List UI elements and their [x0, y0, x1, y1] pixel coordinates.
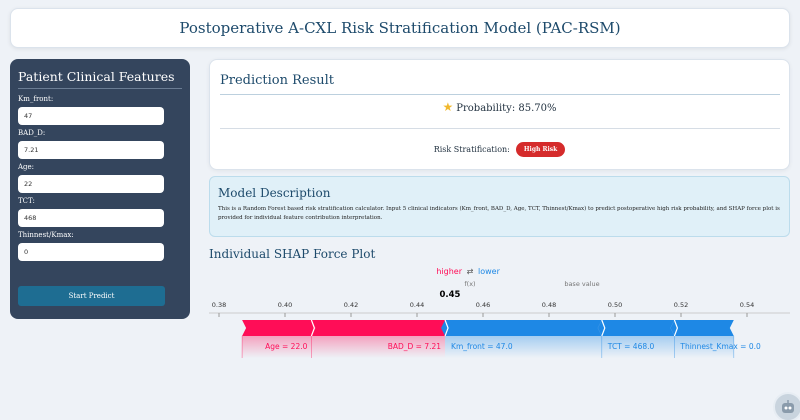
shap-feature-label: Age = 22.0: [265, 342, 307, 351]
tick-label: 0.44: [410, 301, 424, 309]
direction-arrows: ⇄: [467, 267, 474, 276]
shap-negative-fade: [674, 336, 734, 358]
shap-positive-fade: [242, 336, 312, 358]
start-predict-button[interactable]: Start Predict: [18, 286, 165, 306]
probability-text: Probability: 85.70%: [456, 103, 557, 114]
axis-ticks: 0.38 0.40 0.42 0.44 0.46 0.48 0.50 0.52 0.54: [212, 301, 754, 317]
tick-label: 0.46: [476, 301, 490, 309]
lower-label: lower: [478, 267, 501, 276]
prediction-result-card: Prediction Result ★ Probability: 85.70% R…: [209, 59, 790, 170]
segment-separator: [601, 319, 606, 337]
shap-negative-fade: [601, 336, 675, 358]
base-value-label: base value: [564, 280, 599, 288]
age-input[interactable]: 22: [18, 175, 164, 193]
risk-row: Risk Stratification: High Risk: [210, 142, 789, 157]
shap-positive-segment: [242, 320, 316, 336]
fx-label: f(x): [464, 280, 475, 288]
field-thinnest-kmax: Thinnest/Kmax: 0: [18, 231, 182, 261]
segment-separator: [444, 319, 449, 337]
tick-label: 0.40: [278, 301, 292, 309]
field-label: TCT:: [18, 197, 35, 205]
robot-icon: [782, 400, 794, 413]
shap-feature-label: Thinnest_Kmax = 0.0: [679, 342, 761, 351]
tct-input[interactable]: 468: [18, 209, 164, 227]
tick-label: 0.38: [212, 301, 226, 309]
model-description-card: Model Description This is a Random Fores…: [209, 176, 790, 237]
field-bad-d: BAD_D: 7.21: [18, 129, 182, 159]
field-tct: TCT: 468: [18, 197, 182, 227]
tick-label: 0.50: [608, 301, 622, 309]
segment-separator: [673, 319, 679, 337]
fx-value: 0.45: [440, 290, 461, 300]
field-label: Km_front:: [18, 95, 54, 103]
field-label: Age:: [18, 163, 35, 171]
shap-title: Individual SHAP Force Plot: [209, 247, 376, 261]
shap-feature-label: Km_front = 47.0: [451, 342, 513, 351]
higher-label: higher: [436, 267, 462, 276]
sidebar-panel: Patient Clinical Features Km_front: 47 B…: [10, 59, 190, 319]
tick-label: 0.54: [740, 301, 754, 309]
tick-label: 0.48: [542, 301, 556, 309]
page-title: Postoperative A-CXL Risk Stratification …: [179, 19, 621, 37]
force-segments: Age = 22.0 BAD_D = 7.21 Km_front = 47.0 TCT…: [241, 319, 761, 358]
description-text: This is a Random Forest based risk strat…: [218, 206, 780, 221]
field-label: BAD_D:: [18, 129, 46, 137]
star-icon: ★: [442, 100, 454, 114]
description-title: Model Description: [218, 186, 331, 200]
bad-d-input[interactable]: 7.21: [18, 141, 164, 159]
shap-negative-segment: [441, 320, 602, 336]
thinnest-kmax-input[interactable]: 0: [18, 243, 164, 261]
divider: [220, 94, 780, 95]
shap-feature-label: TCT = 468.0: [607, 342, 655, 351]
shap-negative-segment: [670, 320, 734, 336]
risk-badge: High Risk: [515, 142, 566, 157]
field-label: Thinnest/Kmax:: [18, 231, 74, 239]
shap-feature-label: BAD_D = 7.21: [388, 342, 442, 351]
shap-positive-fade: [311, 336, 446, 358]
shap-negative-segment: [597, 320, 675, 336]
field-km-front: Km_front: 47: [18, 95, 182, 125]
risk-label: Risk Stratification:: [433, 145, 510, 154]
probability-row: ★ Probability: 85.70%: [210, 100, 789, 114]
field-age: Age: 22: [18, 163, 182, 193]
shap-positive-segment: [311, 320, 450, 336]
divider: [220, 128, 780, 129]
avatar[interactable]: [773, 392, 800, 420]
result-title: Prediction Result: [220, 73, 335, 88]
app-header: Postoperative A-CXL Risk Stratification …: [10, 8, 790, 48]
shap-negative-fade: [445, 336, 602, 358]
segment-separator: [310, 319, 316, 337]
km-front-input[interactable]: 47: [18, 107, 164, 125]
sidebar-title: Patient Clinical Features: [18, 69, 182, 89]
tick-label: 0.52: [674, 301, 688, 309]
tick-label: 0.42: [344, 301, 358, 309]
